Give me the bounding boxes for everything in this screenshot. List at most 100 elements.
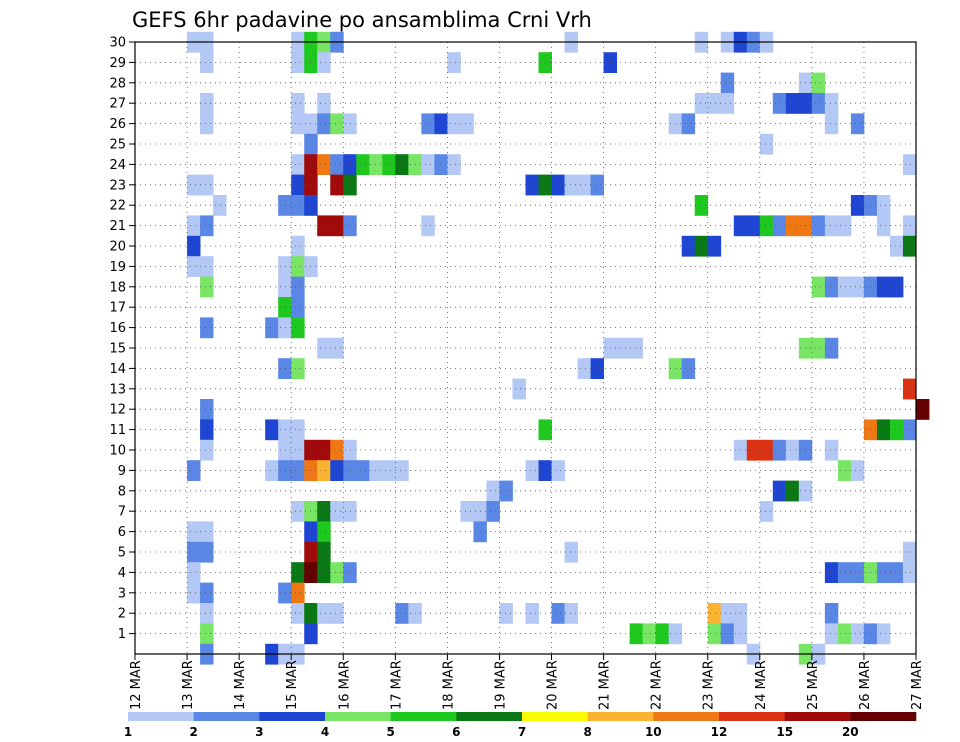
heatmap-cell — [291, 113, 305, 135]
heatmap-cell — [317, 460, 331, 481]
heatmap-cell — [330, 174, 344, 196]
heatmap-cell — [876, 562, 891, 583]
legend-label: 1 — [124, 725, 132, 739]
y-tick-label: 12 — [109, 403, 126, 418]
heatmap-cell — [291, 93, 305, 114]
heatmap-cell — [759, 215, 774, 237]
heatmap-cell — [187, 215, 201, 237]
heatmap-cell — [447, 113, 461, 135]
heatmap-cell — [811, 72, 826, 94]
heatmap-cell — [551, 603, 565, 624]
heatmap-cell — [291, 317, 305, 339]
heatmap-cell — [278, 256, 292, 277]
heatmap-cell — [187, 256, 201, 277]
heatmap-cell — [200, 541, 214, 563]
x-tick-label: 20 MAR — [546, 660, 561, 710]
legend-label: 7 — [518, 725, 526, 739]
heatmap-cell — [525, 460, 539, 481]
heatmap-cell — [707, 603, 722, 624]
heatmap-cell — [772, 215, 787, 237]
heatmap-cell — [707, 623, 722, 645]
heatmap-cell — [824, 562, 839, 583]
heatmap-cell — [772, 93, 787, 114]
heatmap-cell — [278, 317, 292, 339]
legend-label: 4 — [321, 725, 329, 739]
heatmap-cell — [278, 439, 292, 461]
y-tick-label: 2 — [118, 607, 126, 622]
heatmap-cell — [850, 623, 865, 645]
heatmap-cell — [421, 215, 435, 237]
y-tick-label: 9 — [118, 464, 126, 479]
x-tick-label: 14 MAR — [233, 660, 248, 710]
heatmap-cell — [317, 439, 331, 461]
heatmap-cell — [317, 154, 331, 175]
heatmap-cell — [291, 154, 305, 175]
x-tick-label: 21 MAR — [598, 660, 613, 710]
heatmap-cell — [265, 460, 279, 481]
heatmap-cell — [837, 215, 852, 237]
heatmap-cell — [694, 93, 709, 114]
legend-label: 6 — [452, 725, 460, 739]
heatmap-cell — [720, 603, 735, 624]
heatmap-cell — [382, 154, 396, 175]
heatmap-cell — [551, 174, 565, 196]
heatmap-cell — [785, 215, 800, 237]
heatmap-cell — [278, 195, 292, 216]
legend-color-swatch — [390, 712, 457, 721]
y-tick-label: 14 — [109, 362, 126, 377]
heatmap-cell — [824, 113, 839, 135]
heatmap-cell — [876, 215, 891, 237]
y-axis: 1234567891011121314151617181920212223242… — [109, 36, 135, 642]
heatmap-cell — [200, 623, 214, 645]
legend-color-swatch — [850, 712, 917, 721]
heatmap-cell — [187, 460, 201, 481]
heatmap-cell — [746, 215, 761, 237]
heatmap-cell — [460, 501, 474, 522]
heatmap-cell — [824, 603, 839, 624]
heatmap-cell — [876, 419, 891, 441]
y-tick-label: 10 — [109, 444, 126, 459]
x-tick-label: 27 MAR — [910, 660, 925, 710]
heatmap-cell — [837, 623, 852, 645]
heatmap-cell — [356, 460, 370, 481]
heatmap-cell — [291, 603, 305, 624]
heatmap-cell — [291, 501, 305, 522]
heatmap-cell — [824, 439, 839, 461]
legend-color-swatch — [719, 712, 785, 721]
heatmap-cell — [746, 439, 761, 461]
y-tick-label: 19 — [109, 260, 126, 275]
heatmap-cell — [850, 562, 865, 583]
heatmap-cell — [291, 297, 305, 318]
color-legend: 1 2 3 4 5 6 7 8 10 12 15 20 — [124, 712, 917, 739]
heatmap-cell — [551, 460, 565, 481]
y-tick-label: 30 — [109, 36, 126, 51]
heatmap-cell — [629, 337, 644, 359]
legend-color-swatch — [193, 712, 260, 721]
legend-label: 15 — [776, 725, 793, 739]
heatmap-cells — [187, 31, 930, 665]
heatmap-cell — [187, 541, 201, 563]
y-tick-label: 13 — [109, 382, 126, 397]
heatmap-cell — [811, 93, 826, 114]
heatmap-cell — [525, 603, 539, 624]
heatmap-cell — [278, 358, 292, 379]
heatmap-cell — [200, 603, 214, 624]
heatmap-cell — [317, 562, 331, 583]
heatmap-cell — [824, 623, 839, 645]
heatmap-cell — [590, 174, 604, 196]
heatmap-cell — [200, 215, 214, 237]
heatmap-cell — [837, 276, 852, 298]
heatmap-cell — [759, 501, 774, 522]
heatmap-cell — [330, 215, 344, 237]
heatmap-cell — [343, 215, 357, 237]
y-tick-label: 24 — [109, 158, 126, 173]
heatmap-cell — [447, 52, 461, 73]
heatmap-cell — [889, 235, 904, 257]
y-tick-label: 18 — [109, 280, 126, 295]
heatmap-cell — [291, 562, 305, 583]
y-tick-label: 8 — [118, 484, 126, 499]
heatmap-cell — [317, 113, 331, 135]
heatmap-cell — [330, 337, 344, 359]
y-tick-label: 23 — [109, 178, 126, 193]
